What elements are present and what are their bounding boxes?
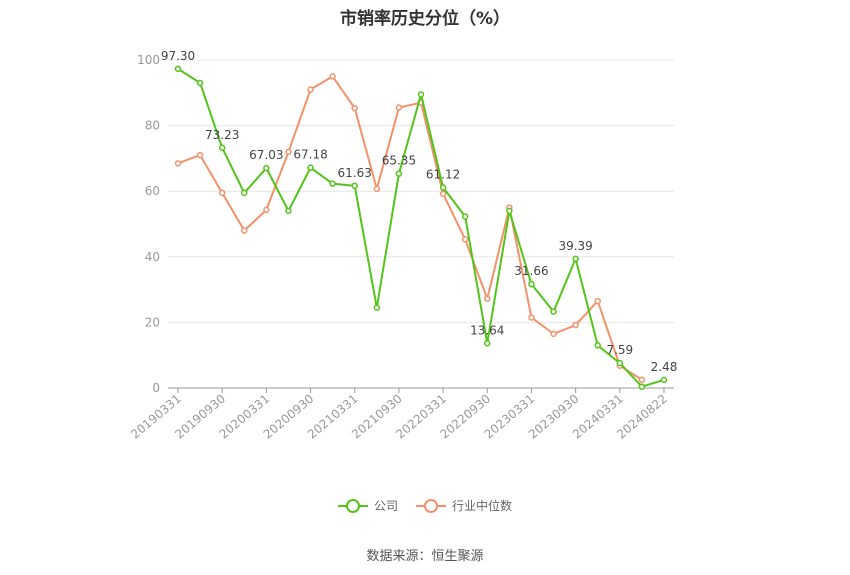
y-tick-label: 0 [152, 381, 160, 395]
x-axis [168, 387, 674, 393]
company-data-label: 67.03 [249, 148, 283, 162]
industry-median-point [395, 104, 403, 111]
y-tick-label: 100 [137, 53, 160, 67]
company-point [660, 376, 668, 384]
company-point [506, 207, 513, 215]
industry-median-point [439, 190, 447, 198]
company-point [373, 304, 381, 311]
chart-title: 市销率历史分位（%） [339, 9, 511, 29]
series-lines [174, 65, 668, 390]
y-tick-label: 80 [145, 119, 160, 133]
industry-median-point [351, 104, 358, 112]
company-point [616, 359, 624, 367]
grid-lines [168, 59, 674, 323]
industry-median-point [196, 151, 204, 159]
industry-median-point [174, 160, 182, 167]
series-line-industry-median [177, 75, 643, 381]
legend-company-marker [337, 498, 368, 513]
company-point [241, 189, 248, 197]
x-axis-ticks: 2019033120190930202003312020093020210331… [128, 392, 670, 442]
legend: 公司 行业中位数 [0, 497, 850, 514]
industry-median-point [285, 148, 292, 156]
company-point [329, 180, 336, 187]
company-data-label: 61.12 [426, 168, 460, 182]
company-point [417, 91, 425, 98]
company-point [572, 255, 579, 263]
company-point [263, 164, 270, 172]
company-point [594, 342, 601, 349]
legend-item-company[interactable]: 公司 [337, 497, 398, 514]
industry-median-point [373, 185, 381, 193]
company-data-label: 73.23 [205, 128, 239, 142]
company-point [307, 164, 314, 171]
y-tick-label: 40 [145, 250, 160, 264]
line-chart: 0 20 40 60 80 100 201903312019093020200331202… [128, 49, 678, 442]
company-point [461, 213, 469, 220]
industry-median-point [218, 189, 226, 197]
company-data-label: 65.35 [382, 154, 416, 168]
company-point [638, 383, 646, 390]
data-labels: 97.30 73.23 67.03 67.18 61.63 65.35 61.12 13.64… [161, 49, 678, 374]
industry-median-point [572, 321, 579, 329]
legend-industry-label: 行业中位数 [452, 499, 513, 513]
company-data-label: 7.59 [606, 343, 633, 357]
industry-median-point [263, 206, 270, 214]
company-point [174, 65, 182, 73]
industry-median-point [550, 330, 557, 338]
series-line-company [177, 68, 665, 388]
company-data-label: 2.48 [651, 360, 678, 374]
industry-median-point [241, 227, 248, 234]
company-point [484, 340, 491, 347]
y-axis-ticks: 0 20 40 60 80 100 [137, 53, 160, 395]
company-data-label: 39.39 [558, 239, 592, 253]
data-source-note: 数据来源：恒生聚源 [366, 549, 484, 564]
company-data-label: 67.18 [293, 148, 327, 162]
industry-median-point [307, 86, 314, 93]
industry-median-point [528, 314, 535, 321]
industry-median-point [638, 376, 646, 384]
company-point [550, 308, 557, 315]
y-tick-label: 60 [145, 184, 160, 198]
industry-median-point [484, 295, 491, 303]
legend-industry-marker [416, 498, 446, 513]
industry-median-point [461, 236, 469, 243]
legend-item-industry-median[interactable]: 行业中位数 [416, 497, 512, 514]
company-point [196, 79, 204, 87]
legend-company-label: 公司 [373, 499, 398, 513]
y-tick-label: 20 [145, 315, 160, 329]
company-data-label: 13.64 [470, 323, 504, 337]
company-point [528, 280, 535, 288]
company-point [285, 207, 292, 215]
industry-median-point [594, 297, 601, 305]
industry-median-point [329, 73, 336, 80]
company-point [439, 184, 447, 191]
company-data-label: 97.30 [161, 49, 195, 63]
company-point [218, 144, 226, 152]
company-point [351, 182, 358, 190]
company-data-label: 31.66 [514, 264, 548, 278]
company-point [395, 170, 403, 177]
company-data-label: 61.63 [338, 166, 372, 180]
